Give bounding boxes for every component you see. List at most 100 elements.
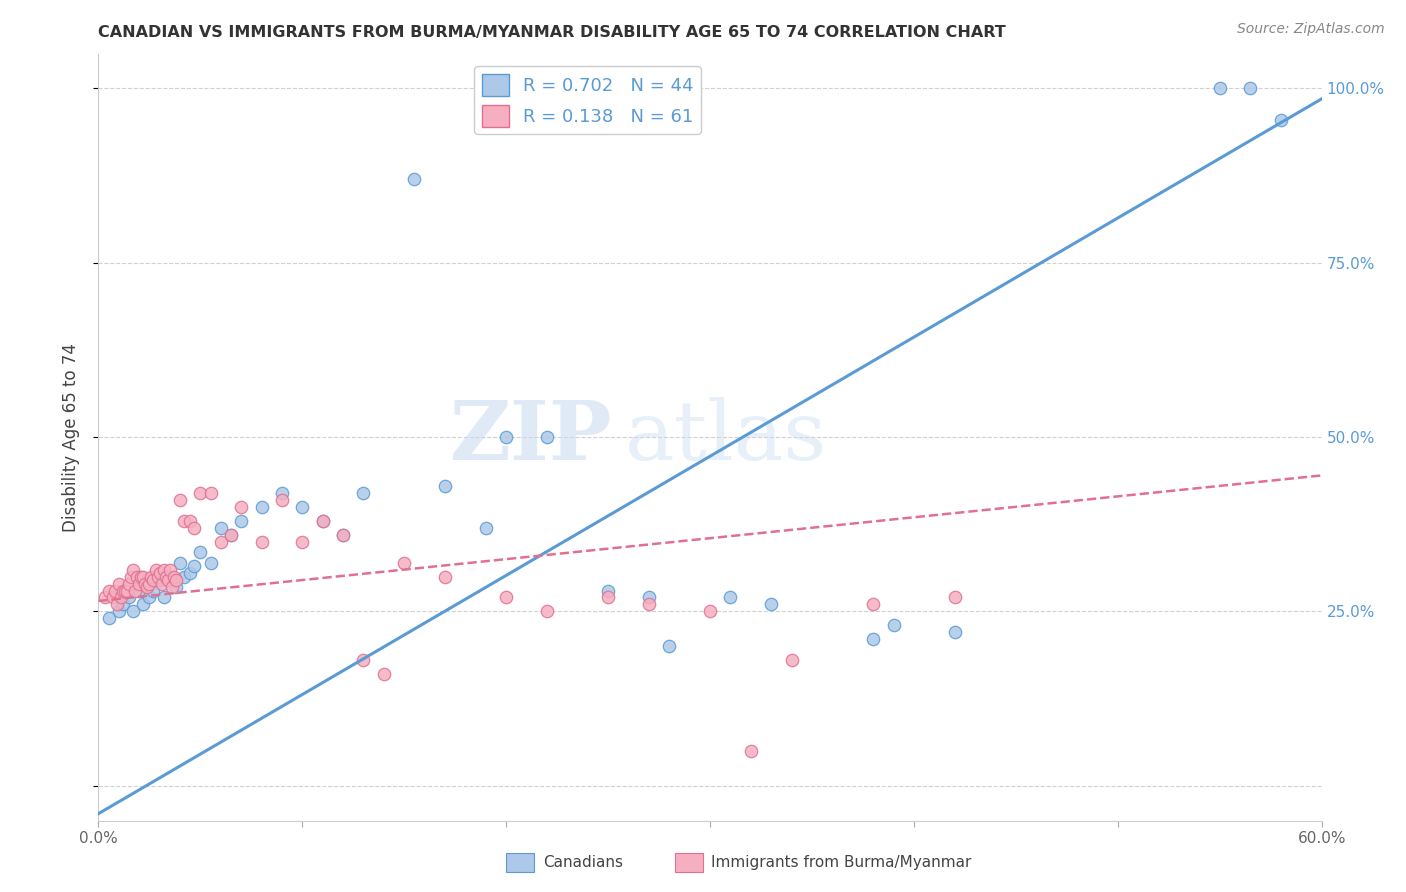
Point [155, 569, 177, 583]
Point [138, 576, 160, 591]
Point [136, 580, 159, 594]
Point [159, 569, 181, 583]
Point [142, 573, 165, 587]
Point [183, 559, 205, 574]
Point [179, 566, 201, 580]
Point [149, 573, 172, 587]
Point [598, 591, 620, 605]
Point [115, 583, 138, 598]
Point [132, 569, 155, 583]
Point [97, 611, 120, 625]
Text: ZIP: ZIP [450, 397, 612, 477]
Point [93, 591, 115, 605]
Point [101, 591, 124, 605]
Point [188, 486, 212, 500]
Point [495, 430, 517, 444]
Point [114, 583, 136, 598]
Point [183, 521, 205, 535]
Point [495, 591, 517, 605]
Point [1239, 81, 1261, 95]
Point [209, 534, 232, 549]
Point [152, 591, 174, 605]
Point [434, 569, 457, 583]
Point [160, 580, 183, 594]
Point [104, 583, 127, 598]
Point [943, 625, 966, 640]
Point [169, 492, 191, 507]
Point [862, 632, 884, 647]
Point [474, 521, 498, 535]
Point [536, 430, 558, 444]
Point [404, 172, 426, 186]
Point [145, 563, 167, 577]
Point [138, 591, 160, 605]
Point [159, 563, 181, 577]
Text: CANADIAN VS IMMIGRANTS FROM BURMA/MYANMAR DISABILITY AGE 65 TO 74 CORRELATION CH: CANADIAN VS IMMIGRANTS FROM BURMA/MYANMA… [98, 25, 1007, 40]
Point [122, 604, 145, 618]
Point [105, 598, 128, 612]
Point [188, 545, 212, 559]
Point [173, 569, 195, 583]
Point [699, 604, 721, 618]
Point [149, 566, 172, 580]
Point [110, 591, 132, 605]
Point [332, 527, 354, 541]
Point [141, 569, 163, 583]
Point [740, 744, 762, 758]
Point [231, 514, 253, 528]
Point [373, 667, 395, 681]
Text: Immigrants from Burma/Myanmar: Immigrants from Burma/Myanmar [711, 855, 972, 870]
Point [637, 591, 661, 605]
Point [943, 591, 966, 605]
Point [658, 640, 681, 654]
Point [200, 556, 222, 570]
Point [200, 486, 222, 500]
Point [150, 576, 173, 591]
Y-axis label: Disability Age 65 to 74: Disability Age 65 to 74 [62, 343, 80, 532]
Point [165, 573, 187, 587]
Point [637, 598, 661, 612]
Point [352, 486, 374, 500]
Point [132, 598, 155, 612]
Point [163, 569, 186, 583]
Point [146, 569, 169, 583]
Point [111, 598, 134, 612]
Point [169, 556, 191, 570]
Point [129, 569, 152, 583]
Point [883, 618, 905, 632]
Point [118, 576, 141, 591]
Point [392, 556, 416, 570]
Point [270, 492, 294, 507]
Point [142, 583, 165, 598]
Point [250, 534, 273, 549]
Point [127, 569, 149, 583]
Point [536, 604, 558, 618]
Point [134, 576, 156, 591]
Text: Canadians: Canadians [543, 855, 623, 870]
Point [122, 563, 145, 577]
Point [312, 514, 335, 528]
Legend: R = 0.702   N = 44, R = 0.138   N = 61: R = 0.702 N = 44, R = 0.138 N = 61 [474, 66, 702, 134]
Point [209, 521, 232, 535]
Point [152, 563, 174, 577]
Point [128, 576, 150, 591]
Point [231, 500, 253, 514]
Point [128, 583, 150, 598]
Point [434, 479, 457, 493]
Point [219, 527, 242, 541]
Point [156, 573, 179, 587]
Point [1209, 81, 1232, 95]
Point [179, 514, 201, 528]
Point [97, 583, 120, 598]
Point [352, 653, 374, 667]
Text: atlas: atlas [624, 397, 827, 477]
Point [598, 583, 620, 598]
Point [332, 527, 354, 541]
Point [270, 486, 294, 500]
Point [219, 527, 242, 541]
Point [120, 569, 142, 583]
Point [291, 500, 314, 514]
Point [1270, 112, 1292, 127]
Point [108, 604, 131, 618]
Point [124, 583, 146, 598]
